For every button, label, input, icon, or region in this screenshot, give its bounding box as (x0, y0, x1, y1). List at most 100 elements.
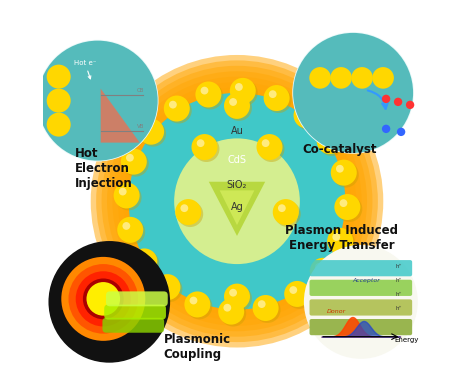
Text: Co-catalyst: Co-catalyst (303, 143, 377, 156)
Circle shape (397, 128, 405, 136)
Circle shape (123, 151, 149, 176)
Circle shape (351, 67, 373, 89)
Circle shape (156, 276, 182, 302)
Polygon shape (209, 182, 265, 236)
Circle shape (143, 124, 151, 132)
Text: VB: VB (137, 123, 144, 128)
Circle shape (186, 293, 212, 319)
Circle shape (224, 93, 250, 119)
Circle shape (258, 136, 284, 162)
Circle shape (333, 162, 359, 188)
Circle shape (310, 67, 331, 89)
FancyBboxPatch shape (310, 300, 412, 315)
Circle shape (122, 222, 130, 230)
Circle shape (191, 134, 218, 160)
Circle shape (319, 130, 345, 156)
Text: Acceptor: Acceptor (353, 278, 380, 283)
Circle shape (226, 95, 252, 121)
Circle shape (197, 139, 204, 147)
Circle shape (119, 188, 127, 195)
Circle shape (47, 113, 71, 137)
Circle shape (331, 159, 357, 186)
Circle shape (121, 149, 147, 175)
Circle shape (275, 201, 301, 227)
Circle shape (334, 194, 360, 220)
Circle shape (312, 260, 338, 286)
Text: Au: Au (230, 126, 244, 136)
Circle shape (91, 55, 383, 348)
Text: Ag: Ag (231, 202, 243, 212)
Text: Hot e⁻: Hot e⁻ (73, 60, 96, 79)
Circle shape (286, 283, 312, 309)
Circle shape (258, 300, 265, 308)
Circle shape (181, 204, 188, 212)
Circle shape (293, 33, 413, 153)
Circle shape (224, 284, 250, 310)
Circle shape (332, 233, 340, 241)
Circle shape (315, 263, 323, 271)
Circle shape (293, 33, 413, 153)
Circle shape (184, 291, 210, 317)
Circle shape (394, 98, 402, 106)
Circle shape (131, 248, 157, 274)
Circle shape (336, 165, 344, 173)
Polygon shape (219, 190, 255, 225)
Circle shape (273, 199, 299, 225)
Circle shape (235, 83, 243, 91)
Circle shape (256, 134, 283, 160)
Polygon shape (100, 89, 140, 143)
Circle shape (155, 274, 181, 300)
Circle shape (264, 85, 290, 111)
Circle shape (262, 139, 270, 147)
Circle shape (295, 104, 321, 130)
Circle shape (229, 98, 237, 106)
Circle shape (322, 133, 330, 141)
Circle shape (117, 217, 143, 243)
Text: SiO₂: SiO₂ (227, 180, 247, 190)
Circle shape (284, 281, 310, 307)
Circle shape (201, 87, 209, 94)
Circle shape (164, 96, 190, 122)
Text: CB: CB (137, 87, 144, 92)
Circle shape (38, 41, 158, 161)
Circle shape (47, 65, 71, 89)
Text: Energy: Energy (394, 337, 419, 343)
Circle shape (175, 199, 201, 225)
Circle shape (310, 258, 336, 284)
Text: h⁺: h⁺ (396, 306, 402, 311)
FancyBboxPatch shape (310, 280, 412, 296)
Circle shape (339, 199, 347, 207)
Circle shape (278, 204, 286, 212)
Circle shape (327, 228, 353, 254)
Circle shape (190, 296, 197, 305)
Circle shape (174, 139, 300, 264)
Text: Plasmonic
Coupling: Plasmonic Coupling (164, 333, 230, 361)
Circle shape (290, 286, 297, 294)
Circle shape (96, 60, 378, 342)
Text: h⁺: h⁺ (396, 264, 402, 269)
Circle shape (140, 121, 166, 147)
Circle shape (83, 279, 124, 319)
Circle shape (372, 67, 394, 89)
Text: CdS: CdS (228, 155, 246, 165)
Circle shape (329, 230, 355, 256)
Circle shape (126, 154, 134, 162)
Circle shape (112, 77, 362, 326)
FancyBboxPatch shape (104, 305, 166, 320)
Circle shape (299, 108, 307, 115)
Circle shape (169, 101, 177, 108)
Circle shape (226, 286, 252, 312)
Circle shape (218, 299, 244, 325)
Circle shape (193, 136, 219, 162)
Circle shape (101, 66, 373, 337)
Circle shape (317, 128, 343, 154)
FancyBboxPatch shape (102, 318, 164, 333)
Circle shape (305, 246, 417, 358)
Circle shape (133, 250, 159, 276)
Circle shape (47, 89, 71, 113)
Circle shape (137, 253, 144, 262)
Circle shape (76, 271, 131, 327)
Circle shape (128, 93, 346, 310)
Circle shape (128, 93, 346, 310)
Circle shape (69, 264, 138, 334)
